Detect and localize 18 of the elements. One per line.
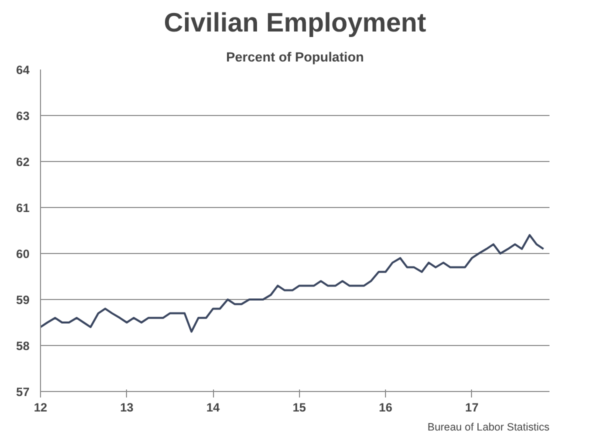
text: Bureau of Labor Statistics bbox=[427, 422, 550, 434]
chart-subtitle: Percent of Population bbox=[226, 50, 364, 64]
y-tick-label: 60 bbox=[16, 247, 30, 261]
chart-title: Civilian Employment bbox=[164, 8, 426, 38]
y-tick-label: 61 bbox=[16, 201, 30, 215]
x-tick-label: 13 bbox=[120, 400, 134, 414]
x-tick-label: 17 bbox=[465, 400, 479, 414]
y-tick-label: 63 bbox=[16, 109, 30, 123]
x-tick-label: 14 bbox=[206, 400, 220, 414]
y-tick-label: 64 bbox=[16, 63, 30, 77]
x-tick-label: 15 bbox=[292, 400, 306, 414]
y-tick-label: 58 bbox=[16, 339, 30, 353]
y-tick-label: 62 bbox=[16, 155, 30, 169]
x-tick-label: 12 bbox=[34, 400, 48, 414]
y-tick-label: 57 bbox=[16, 385, 30, 399]
x-tick-label: 16 bbox=[378, 400, 393, 414]
line-series bbox=[40, 234, 544, 333]
y-tick-label: 59 bbox=[16, 293, 30, 307]
